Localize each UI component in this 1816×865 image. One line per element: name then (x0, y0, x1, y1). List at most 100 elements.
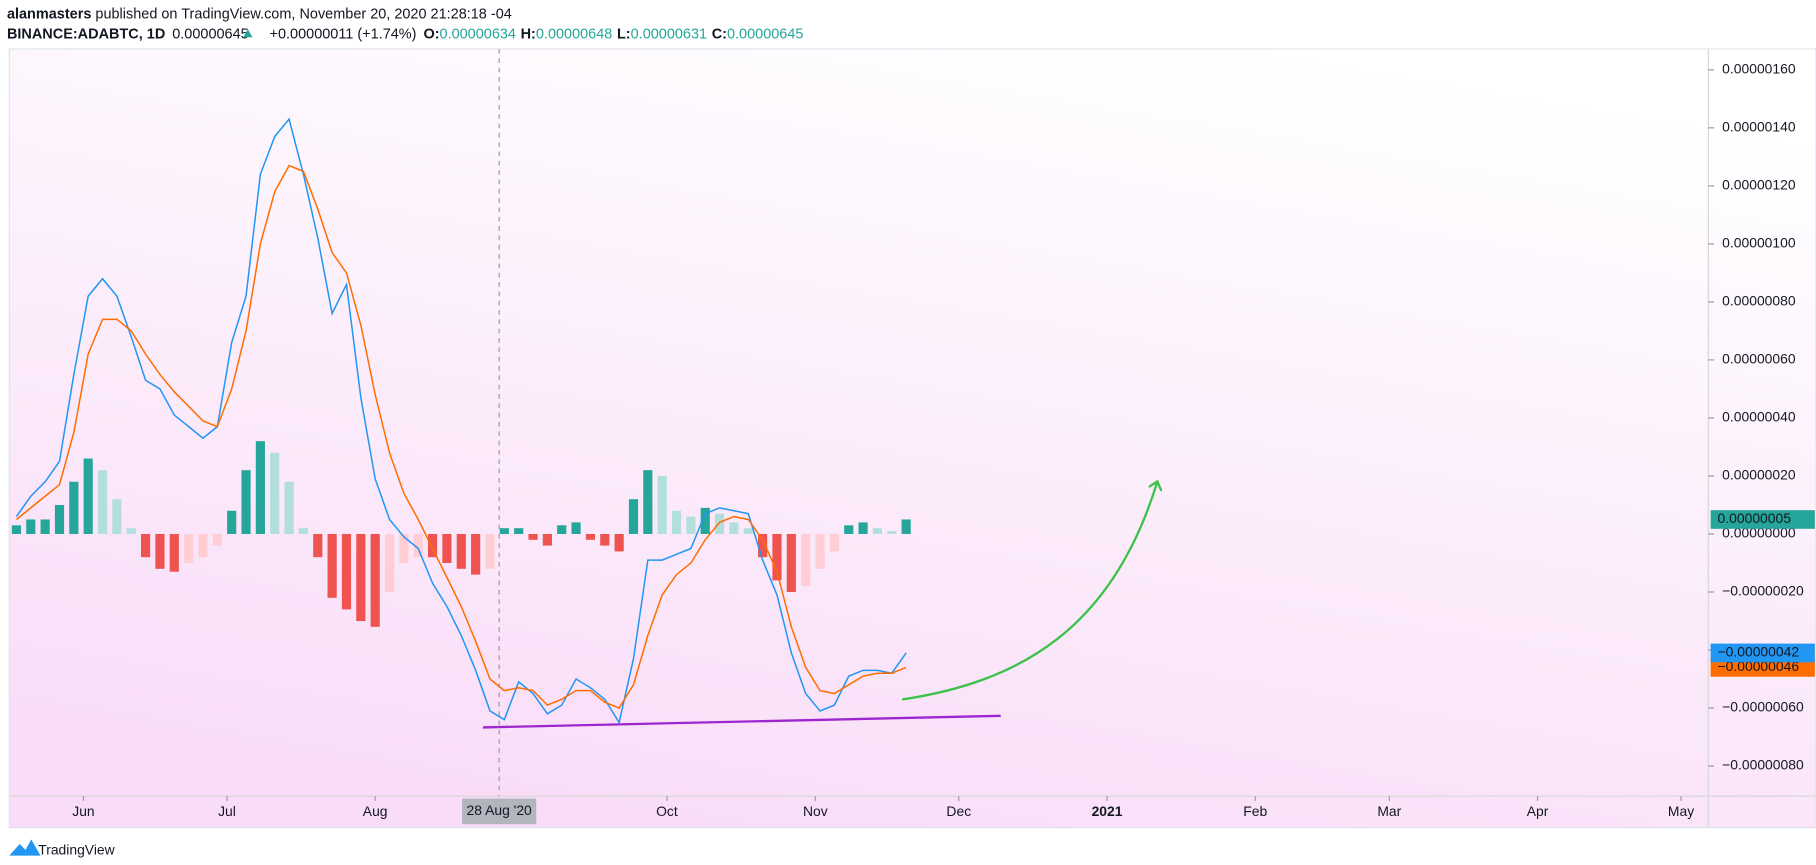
y-tick-label: 0.00000160 (1722, 61, 1796, 77)
x-tick-label: Aug (363, 803, 388, 819)
ohlc-key: L: (617, 26, 631, 42)
y-tick-label: 0.00000100 (1722, 235, 1796, 251)
histogram-last-label: 0.00000005 (1718, 510, 1792, 526)
histogram-last-box (1710, 510, 1815, 529)
x-tick-label: 2021 (1092, 803, 1123, 819)
published: published on TradingView.com, November 2… (91, 7, 511, 23)
histogram-bar (442, 533, 452, 563)
ohlc-key: O: (423, 26, 439, 42)
y-tick-label: −0.00000060 (1722, 699, 1804, 715)
x-tick-label: Nov (803, 803, 828, 819)
histogram-bar (571, 522, 581, 534)
histogram-bar (844, 525, 854, 534)
histogram-bar (485, 533, 495, 569)
histogram-bar (83, 458, 93, 534)
ohlc-value: 0.00000634 (440, 26, 516, 42)
y-tick-label: 0.00000040 (1722, 409, 1796, 425)
histogram-bar (284, 481, 294, 534)
histogram-bar (643, 470, 653, 534)
x-tick-label: Mar (1377, 803, 1401, 819)
histogram-bar (858, 522, 868, 534)
histogram-bar (327, 533, 337, 598)
histogram-bar (686, 516, 696, 534)
macd-last-box (1710, 643, 1815, 663)
ohlc-key: C: (712, 26, 727, 42)
y-tick-label: 0.00000060 (1722, 351, 1796, 367)
macd-line (15, 117, 907, 725)
histogram-bar (714, 513, 725, 534)
histogram-bar (887, 531, 897, 534)
histogram-bar (341, 533, 352, 610)
crosshair-label: 28 Aug '20 (467, 802, 532, 818)
histogram-bar (54, 504, 65, 534)
histogram-bar (772, 533, 782, 581)
y-tick-label: −0.00000080 (1722, 757, 1804, 773)
x-tick-label: Oct (656, 803, 678, 819)
histogram-bar (600, 533, 610, 546)
histogram-bar (456, 533, 466, 569)
x-tick-label: Apr (1527, 803, 1549, 819)
histogram-bar (370, 533, 380, 627)
histogram-bar (11, 525, 22, 534)
change: +0.00000011 (+1.74%) (270, 26, 417, 42)
pane-border (8, 48, 1816, 829)
histogram-bar (40, 519, 50, 534)
histogram-bar (614, 533, 624, 552)
histogram-bar (399, 533, 409, 563)
brand: TradingView (38, 841, 115, 857)
arrow (902, 483, 1157, 701)
histogram-bar (671, 510, 682, 534)
ohlc-value: 0.00000648 (536, 26, 612, 42)
histogram-bar (140, 533, 151, 558)
pane-background (9, 48, 1816, 828)
histogram-bar (528, 533, 538, 540)
histogram-bar (585, 533, 596, 540)
signal-line (15, 164, 907, 709)
up-triangle (243, 29, 253, 38)
histogram-bar (169, 533, 179, 572)
histogram-bar (112, 499, 122, 534)
x-tick-label: Jul (218, 803, 236, 819)
ohlc-value: 0.00000645 (727, 26, 803, 42)
y-tick-label: −0.00000020 (1722, 583, 1804, 599)
ohlc-value: 0.00000631 (631, 26, 707, 42)
histogram-bar (801, 533, 811, 587)
histogram-bar (872, 528, 883, 534)
x-tick-label: Jun (72, 803, 94, 819)
histogram-bar (657, 475, 667, 534)
histogram-bar (356, 533, 366, 622)
x-tick-label: Dec (946, 803, 971, 819)
y-tick-label: 0.00000140 (1722, 119, 1796, 135)
histogram-bar (255, 441, 265, 534)
histogram-bar (901, 519, 911, 534)
crosshair-label-box (462, 798, 537, 825)
histogram-bar (427, 533, 438, 558)
y-tick-label: 0.00000080 (1722, 293, 1796, 309)
macd-last-label: −0.00000042 (1718, 644, 1800, 660)
y-tick-label: 0.00000120 (1722, 177, 1796, 193)
histogram-bar (227, 510, 237, 534)
ohlc-key: H: (521, 26, 536, 42)
histogram-bar (815, 533, 825, 569)
histogram-bar (384, 533, 395, 593)
histogram-bar (729, 522, 739, 534)
histogram-bar (313, 533, 323, 558)
histogram-bar (241, 470, 251, 534)
histogram-bar (69, 481, 79, 534)
histogram-bar (212, 533, 222, 546)
histogram-bar (786, 533, 796, 593)
histogram-bar (471, 533, 481, 575)
histogram-bar (270, 452, 280, 534)
histogram-bar (829, 533, 839, 552)
histogram-bar (198, 533, 208, 558)
histogram-bar (298, 528, 309, 534)
close: 0.00000645 (172, 26, 248, 42)
histogram-bar (514, 528, 524, 534)
histogram-bar (743, 528, 753, 534)
header-line-1: alanmasters published on TradingView.com… (7, 7, 512, 23)
trend-line (482, 714, 1001, 729)
x-tick-label: May (1668, 803, 1694, 819)
histogram-bar (557, 525, 567, 534)
